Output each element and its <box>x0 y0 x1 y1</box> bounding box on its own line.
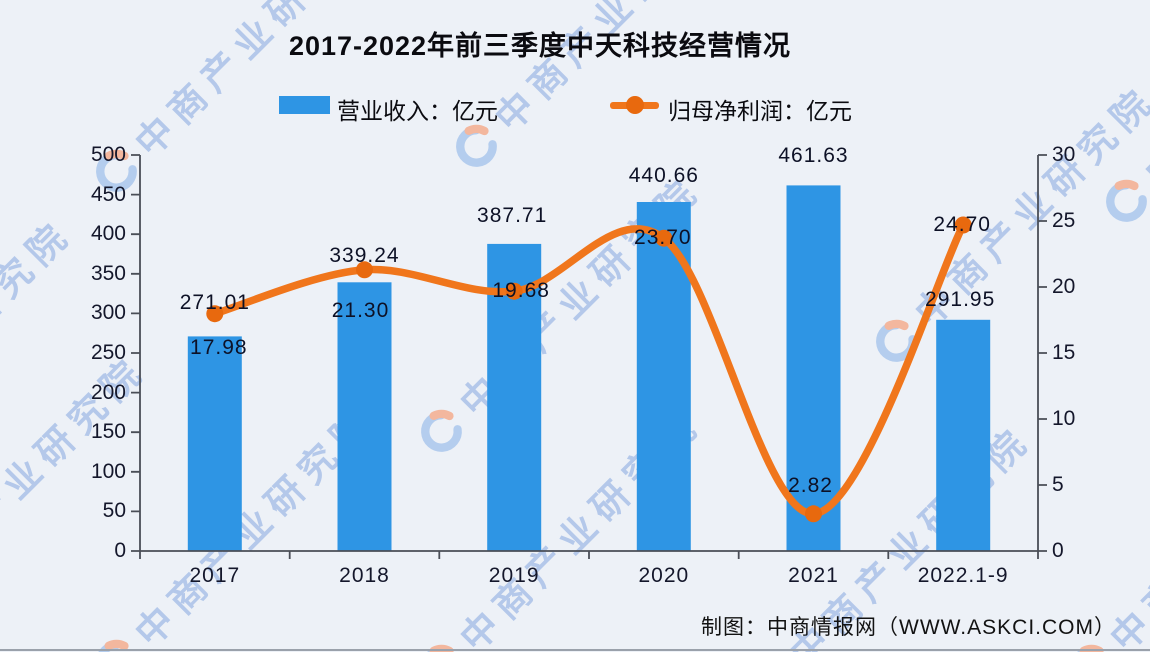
bar-2018 <box>337 282 392 551</box>
chart-title: 2017-2022年前三季度中天科技经营情况 <box>288 31 792 61</box>
line-marker-2021 <box>805 505 822 523</box>
bar-2021 <box>786 185 841 551</box>
line-marker-2022.1-9 <box>954 216 972 234</box>
line-marker-2020 <box>655 229 673 247</box>
line-marker-2017 <box>206 305 224 323</box>
footer-credit: 制图：中商情报网（WWW.ASKCI.COM） <box>701 616 1116 639</box>
bar-2017 <box>187 336 242 551</box>
line-marker-2018 <box>356 261 373 279</box>
profit-line <box>211 221 967 518</box>
line-marker-2019 <box>505 282 523 300</box>
bar-2022.1-9 <box>936 319 991 551</box>
bottom-rule <box>0 649 1150 651</box>
